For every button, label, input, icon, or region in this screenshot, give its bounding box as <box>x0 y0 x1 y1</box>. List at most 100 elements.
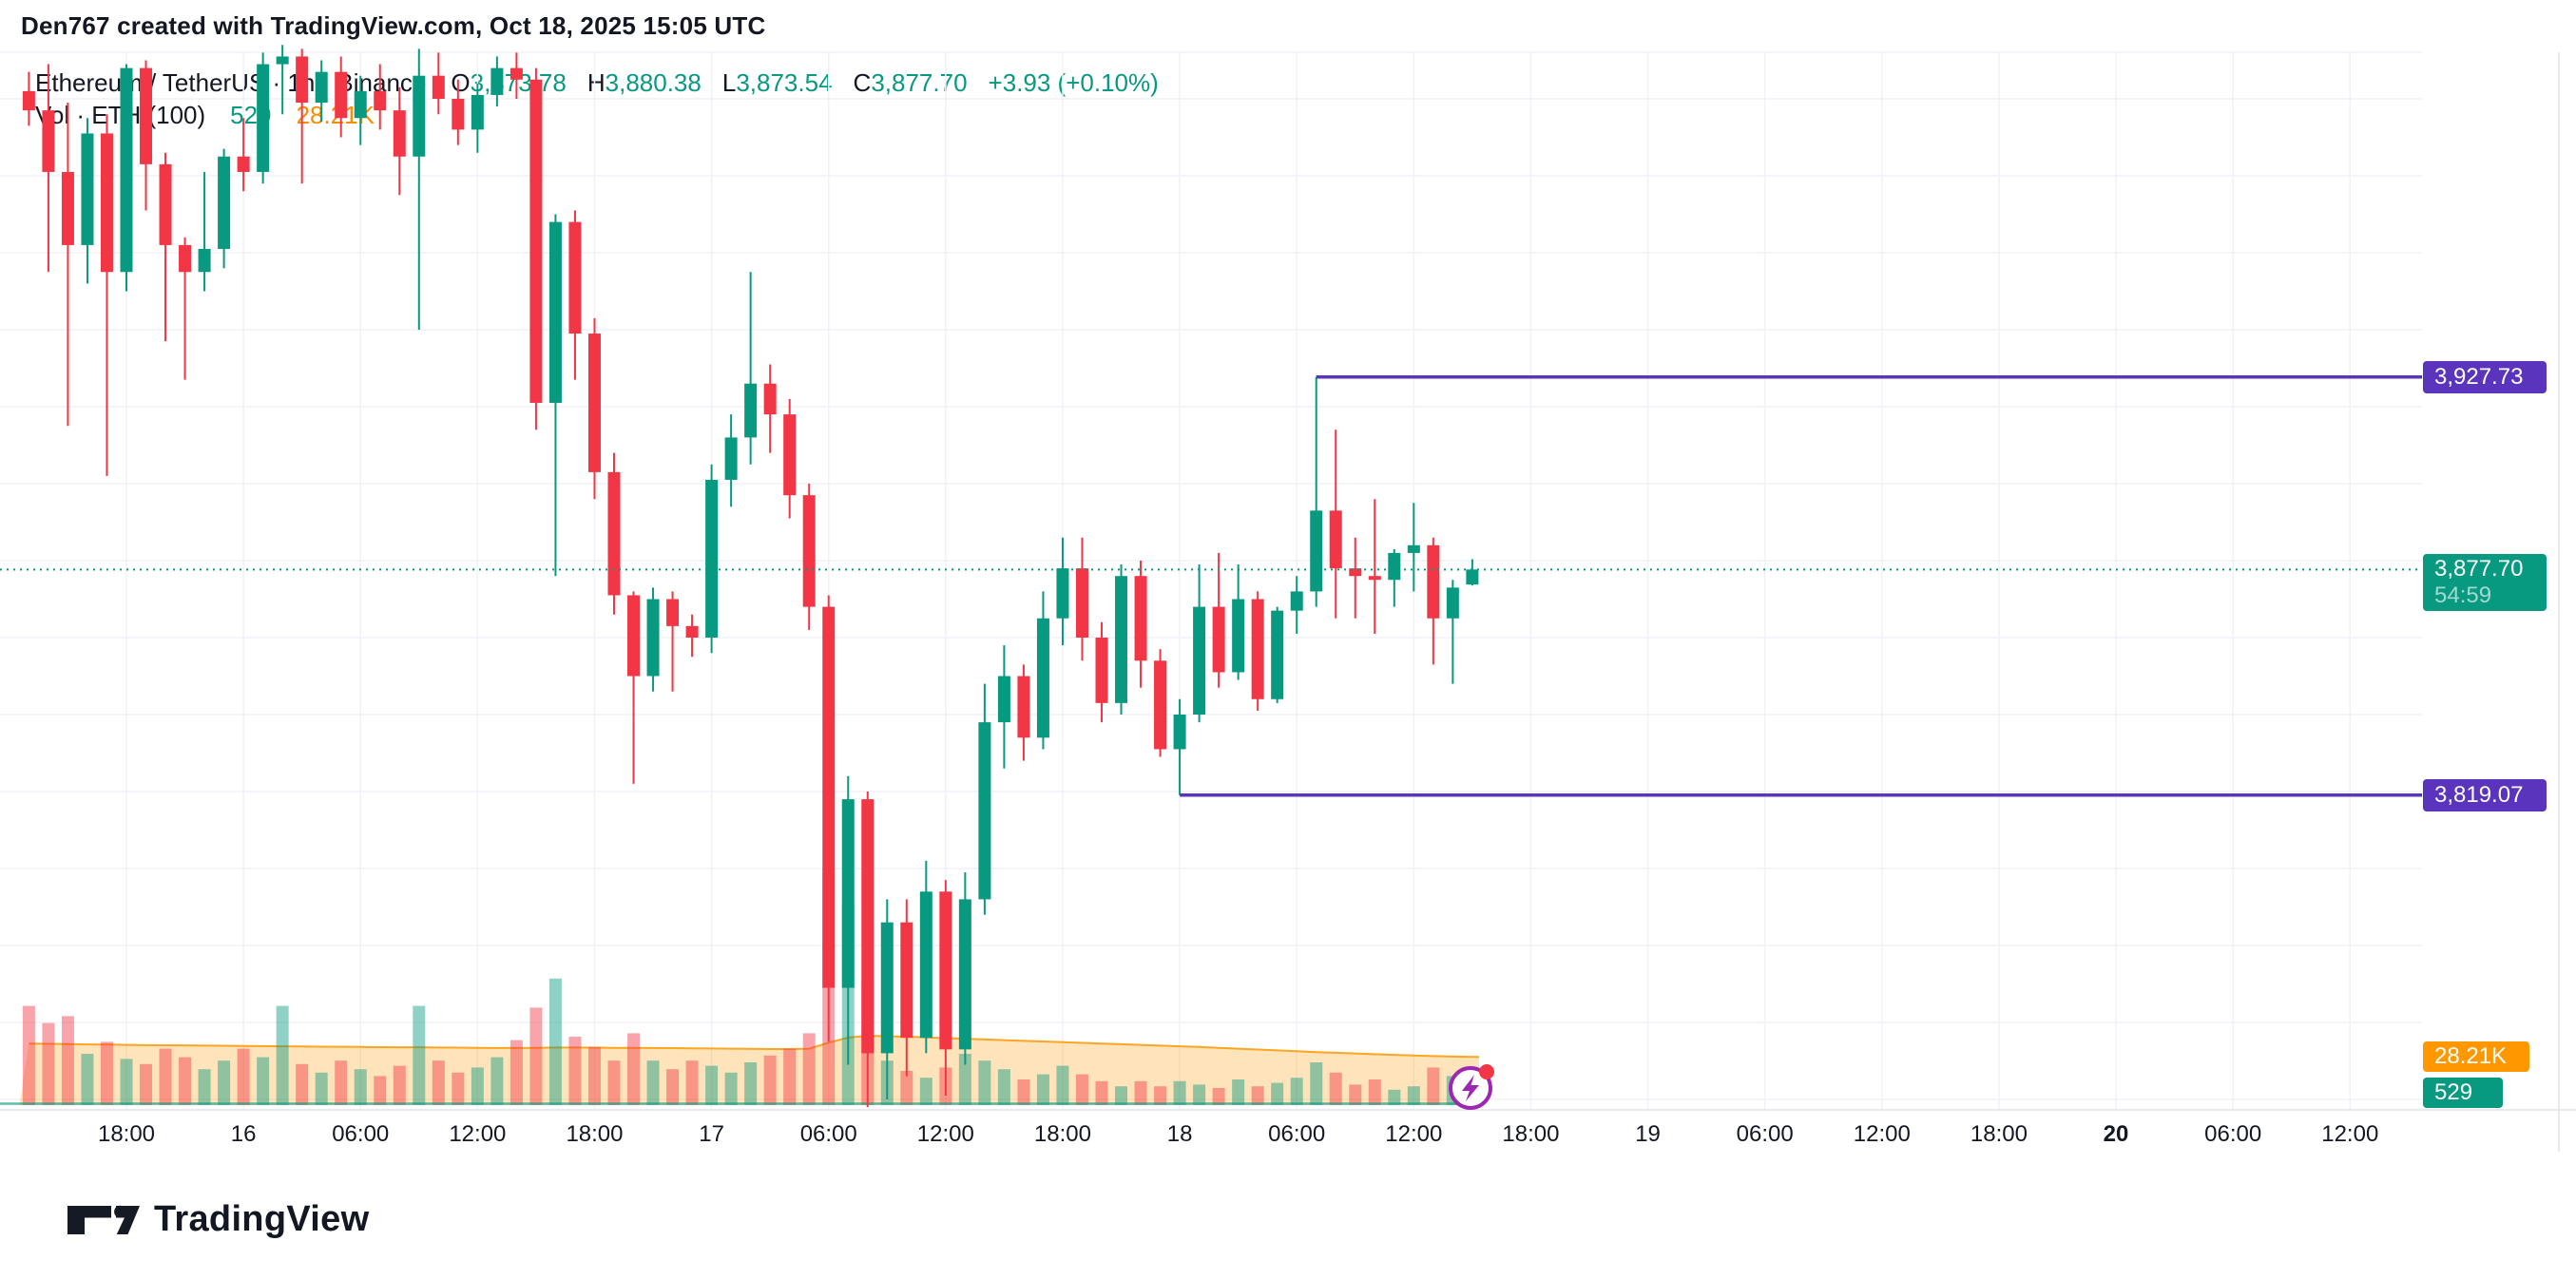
volume-bar <box>374 1076 387 1105</box>
candle[interactable] <box>1290 591 1303 611</box>
volume-bar <box>490 1057 504 1105</box>
candle[interactable] <box>471 94 484 130</box>
candle[interactable] <box>1154 660 1167 750</box>
candle[interactable] <box>919 891 932 1039</box>
candle[interactable] <box>198 248 211 273</box>
candle[interactable] <box>22 90 35 111</box>
candle[interactable] <box>802 495 816 607</box>
candle[interactable] <box>880 922 894 1054</box>
candle[interactable] <box>120 67 133 273</box>
candle[interactable] <box>509 67 523 80</box>
candle[interactable] <box>1212 606 1225 673</box>
candle[interactable] <box>296 56 309 104</box>
volume-bar <box>1349 1084 1362 1105</box>
candle[interactable] <box>861 799 875 1054</box>
level-price-badge-high[interactable]: 3,927.73 <box>2423 360 2547 393</box>
candle[interactable] <box>958 899 971 1050</box>
candle[interactable] <box>218 156 231 249</box>
candle[interactable] <box>81 133 94 245</box>
volume-bar <box>1075 1074 1088 1105</box>
candle[interactable] <box>1095 638 1108 703</box>
candle[interactable] <box>1310 510 1323 592</box>
volume-bar <box>802 1033 816 1105</box>
candle[interactable] <box>179 244 192 273</box>
candle[interactable] <box>666 599 680 626</box>
candle[interactable] <box>1446 587 1459 619</box>
time-axis-label: 18:00 <box>97 1121 156 1147</box>
tradingview-logo[interactable]: TradingView <box>67 1199 369 1240</box>
candle[interactable] <box>627 595 641 677</box>
candle[interactable] <box>997 676 1010 723</box>
candle[interactable] <box>1017 676 1030 738</box>
candle[interactable] <box>413 75 426 157</box>
candle[interactable] <box>315 71 328 104</box>
candle[interactable] <box>393 110 406 157</box>
candle[interactable] <box>452 99 465 130</box>
candle[interactable] <box>1349 568 1362 577</box>
candle[interactable] <box>335 71 348 119</box>
candle[interactable] <box>1466 569 1479 585</box>
candle[interactable] <box>1134 576 1147 661</box>
candle[interactable] <box>685 625 699 638</box>
candle[interactable] <box>100 133 113 273</box>
candle[interactable] <box>568 221 582 334</box>
candle[interactable] <box>354 90 367 119</box>
candle[interactable] <box>724 437 738 480</box>
volume-bar <box>1271 1082 1284 1105</box>
candle[interactable] <box>490 67 504 95</box>
candle[interactable] <box>1388 552 1401 581</box>
candle[interactable] <box>237 156 250 172</box>
time-axis[interactable]: 18:00 16 06:00 12:00 18:00 17 06:00 12:00 18:00 1… <box>0 1110 2576 1152</box>
candle[interactable] <box>744 383 758 438</box>
candle[interactable] <box>841 799 855 988</box>
flash-icon[interactable] <box>1443 1060 1500 1117</box>
candle[interactable] <box>1368 576 1381 581</box>
candle[interactable] <box>548 221 562 403</box>
candle[interactable] <box>1173 715 1186 750</box>
candle[interactable] <box>374 90 387 111</box>
candle[interactable] <box>1036 618 1049 738</box>
candle[interactable] <box>1407 544 1420 553</box>
candle[interactable] <box>529 79 543 403</box>
candle[interactable] <box>276 56 289 65</box>
candle[interactable] <box>1232 599 1245 673</box>
last-price-badge[interactable]: 3,877.70 54:59 <box>2423 554 2547 612</box>
volume-bar <box>237 1048 250 1105</box>
level-price-badge-low[interactable]: 3,819.07 <box>2423 778 2547 811</box>
candle[interactable] <box>939 891 952 1050</box>
candle[interactable] <box>257 64 270 172</box>
candle[interactable] <box>1115 576 1128 703</box>
time-axis-label: 19 <box>1635 1121 1661 1147</box>
candle[interactable] <box>783 414 797 496</box>
candle[interactable] <box>705 479 719 638</box>
volume-bar <box>978 1060 991 1105</box>
volume-bar <box>1115 1086 1128 1105</box>
candle[interactable] <box>140 67 153 164</box>
candle[interactable] <box>607 471 621 596</box>
candle[interactable] <box>1251 599 1264 699</box>
volume-badge[interactable]: 529 <box>2423 1078 2503 1108</box>
candle[interactable] <box>587 334 601 472</box>
candle[interactable] <box>1329 510 1342 569</box>
candle[interactable] <box>822 606 836 988</box>
volume-bar <box>1329 1072 1342 1105</box>
candle[interactable] <box>1193 606 1206 715</box>
candle[interactable] <box>1427 544 1440 619</box>
candle[interactable] <box>900 922 913 1039</box>
candle[interactable] <box>1056 568 1069 619</box>
candle[interactable] <box>1271 610 1284 699</box>
candle[interactable] <box>1075 568 1088 638</box>
candle[interactable] <box>42 110 55 172</box>
candle[interactable] <box>61 171 74 245</box>
volume-bar <box>705 1065 719 1105</box>
candle[interactable] <box>646 599 660 677</box>
volume-ma-badge[interactable]: 28.21K <box>2423 1041 2529 1073</box>
candle[interactable] <box>159 163 172 245</box>
volume-ma-area <box>19 1036 1479 1105</box>
candle[interactable] <box>763 383 777 415</box>
candle[interactable] <box>432 75 445 99</box>
volume-bar <box>568 1037 582 1105</box>
volume-bar <box>81 1054 94 1105</box>
candle[interactable] <box>978 722 991 900</box>
